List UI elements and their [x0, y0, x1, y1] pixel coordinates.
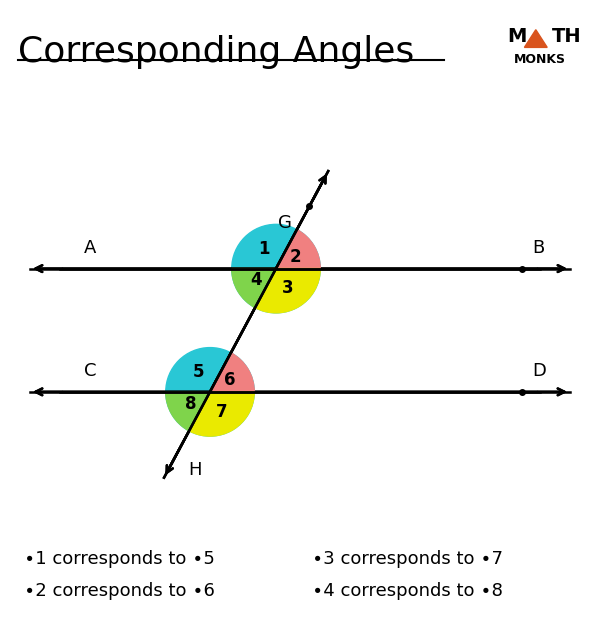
Text: M: M	[507, 27, 526, 46]
Text: TH: TH	[552, 27, 581, 46]
Text: B: B	[532, 239, 544, 257]
Circle shape	[232, 224, 320, 313]
Text: G: G	[278, 214, 292, 232]
Wedge shape	[189, 392, 254, 436]
Text: 2: 2	[290, 248, 302, 266]
Text: ∙3 corresponds to ∙7: ∙3 corresponds to ∙7	[312, 550, 503, 568]
Text: 5: 5	[193, 363, 204, 381]
Text: C: C	[84, 362, 96, 380]
Text: 1: 1	[259, 240, 270, 258]
Wedge shape	[232, 269, 276, 308]
Text: ∙1 corresponds to ∙5: ∙1 corresponds to ∙5	[24, 550, 215, 568]
Wedge shape	[255, 269, 320, 313]
Text: Corresponding Angles: Corresponding Angles	[18, 35, 414, 69]
Text: H: H	[188, 461, 202, 479]
Text: ∙2 corresponds to ∙6: ∙2 corresponds to ∙6	[24, 582, 215, 600]
Text: D: D	[532, 362, 546, 380]
Text: MONKS: MONKS	[514, 53, 566, 66]
Circle shape	[166, 348, 254, 436]
Text: 7: 7	[216, 403, 227, 420]
Wedge shape	[166, 392, 210, 431]
Wedge shape	[210, 353, 254, 392]
Text: ∙4 corresponds to ∙8: ∙4 corresponds to ∙8	[312, 582, 503, 600]
Text: A: A	[84, 239, 96, 257]
Text: 8: 8	[185, 394, 196, 413]
Wedge shape	[276, 229, 320, 269]
Text: 3: 3	[282, 279, 293, 297]
Text: 6: 6	[224, 371, 235, 389]
Polygon shape	[524, 30, 547, 47]
Text: 4: 4	[250, 271, 262, 289]
